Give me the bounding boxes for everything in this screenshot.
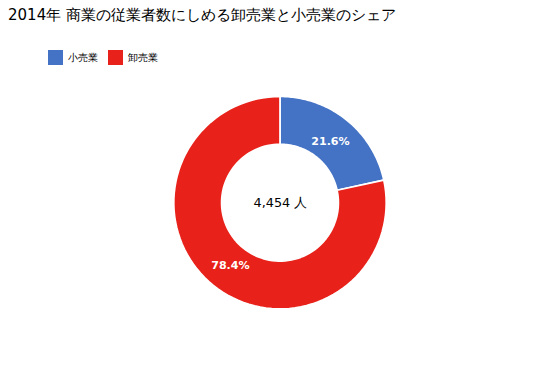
html-text:2014年 商業の従業者数にしめる卸売業と小売業のシェア: 2014年 商業の従業者数にしめる卸売業と小売業のシェア <box>8 6 396 24</box>
html-text:小売業: 小売業 <box>68 50 98 64</box>
svg-text:78.4%: 78.4% <box>211 259 249 272</box>
html-text:卸売業: 卸売業 <box>128 50 158 64</box>
svg-text:21.6%: 21.6% <box>311 135 349 148</box>
svg-text:4,454 人: 4,454 人 <box>254 195 308 210</box>
